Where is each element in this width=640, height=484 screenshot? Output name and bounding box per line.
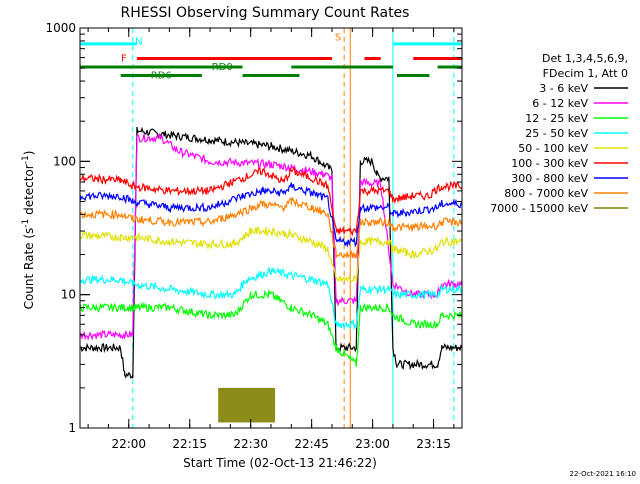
y-label-sup1: -1 <box>21 219 31 228</box>
legend-label-4: 50 - 100 keV <box>518 142 588 155</box>
plot-area <box>80 28 462 428</box>
x-tick-label-4: 23:00 <box>355 437 390 451</box>
x-tick-label-1: 22:15 <box>172 437 207 451</box>
y-label-mid: detector <box>22 164 36 219</box>
series-line-7 <box>80 196 462 259</box>
flag-label-rd6: RD6 <box>151 71 172 82</box>
legend-label-7: 800 - 7000 keV <box>504 187 588 200</box>
y-tick-label-3: 1000 <box>45 21 76 35</box>
series-line-1 <box>80 132 462 341</box>
legend: Det 1,3,4,5,6,9, FDecim 1, Att 0 3 - 6 k… <box>490 52 628 215</box>
y-tick-label-1: 10 <box>61 288 76 302</box>
y-tick-label-0: 1 <box>68 421 76 435</box>
x-tick-label-2: 22:30 <box>233 437 268 451</box>
y-label-end: ) <box>22 151 36 156</box>
flag-label-f: F <box>121 54 127 65</box>
series-line-3 <box>80 266 462 331</box>
series-line-4 <box>80 226 462 283</box>
legend-label-1: 6 - 12 keV <box>532 97 588 110</box>
legend-label-5: 100 - 300 keV <box>511 157 588 170</box>
x-tick-label-3: 22:45 <box>294 437 329 451</box>
y-axis-label: Count Rate (s-1 detector-1) <box>21 151 36 310</box>
series-8-band <box>218 387 276 423</box>
y-label-sup2: -1 <box>21 155 31 164</box>
chart-title: RHESSI Observing Summary Count Rates <box>121 5 410 21</box>
legend-label-3: 25 - 50 keV <box>525 127 588 140</box>
series-line-6 <box>80 182 462 248</box>
series-line-0 <box>80 126 462 379</box>
x-tick-label-0: 22:00 <box>111 437 146 451</box>
footer-timestamp: 22-Oct-2021 16:10 <box>570 470 636 478</box>
legend-header-line-2: FDecim 1, Att 0 <box>543 67 628 80</box>
series-line-5 <box>80 166 462 237</box>
legend-label-6: 300 - 800 keV <box>511 172 588 185</box>
legend-label-0: 3 - 6 keV <box>539 82 588 95</box>
flag-label-rd0: RD0 <box>212 62 233 73</box>
legend-header-line-1: Det 1,3,4,5,6,9, <box>542 52 628 65</box>
x-tick-label-5: 23:15 <box>416 437 451 451</box>
flag-label-n: N <box>135 37 142 48</box>
series-line-2 <box>80 288 462 367</box>
y-tick-label-2: 100 <box>53 154 76 168</box>
y-label-main: Count Rate (s <box>22 228 36 310</box>
legend-label-2: 12 - 25 keV <box>525 112 588 125</box>
x-axis-label: Start Time (02-Oct-13 21:46:22) <box>183 456 377 470</box>
axes: NF S RD0 RD6 1 10 100 1000 22:00 22:15 22:30 22:45 2… <box>45 21 463 451</box>
flag-label-s: S <box>335 32 341 43</box>
legend-label-8: 7000 - 15000 keV <box>490 202 588 215</box>
